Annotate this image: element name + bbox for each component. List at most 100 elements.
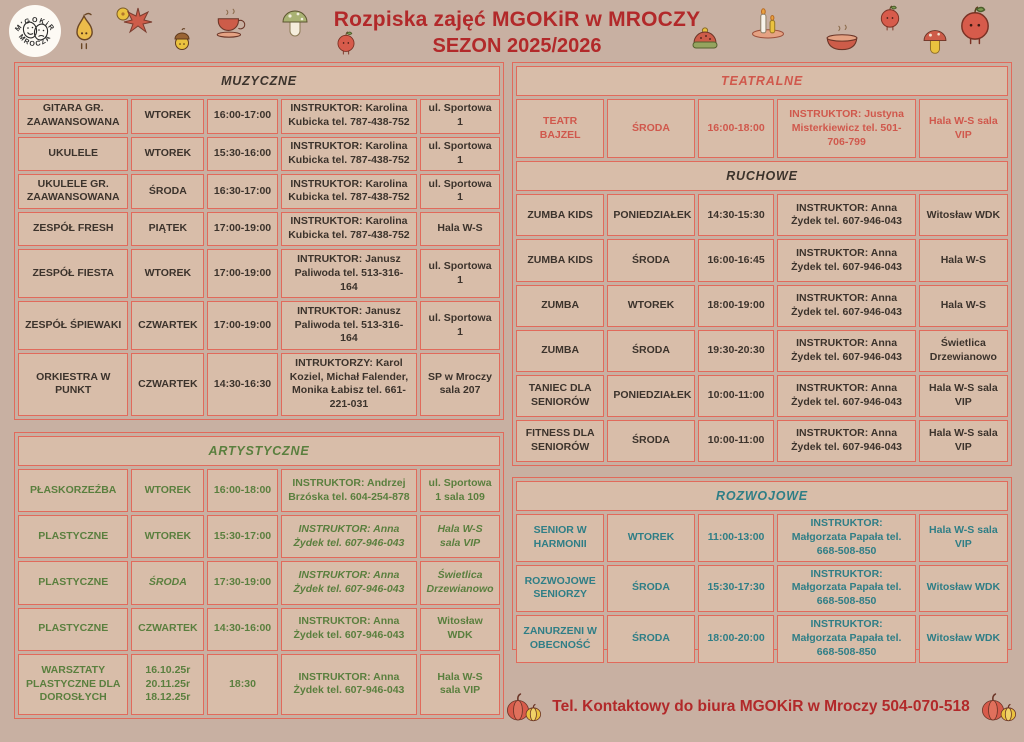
table-row: GITARA GR. ZAAWANSOWANA WTOREK 16:00-17:00… xyxy=(18,99,500,134)
instructor-cell: INSTRUKTOR: Anna Żydek tel. 607-946-043 xyxy=(777,239,916,282)
table-row: ROZWOJOWE SENIORZY ŚRODA 15:30-17:30 INSTRU… xyxy=(516,564,1008,613)
time-cell: 19:30-20:30 xyxy=(697,329,775,372)
day-cell: WTOREK xyxy=(131,136,205,172)
table-row: TANIEC DLA SENIORÓW PONIEDZIAŁEK 10:00-11:… xyxy=(516,374,1008,417)
day-cell: ŚRODA xyxy=(131,174,205,209)
location-cell: Hala W-S sala VIP xyxy=(918,374,1008,417)
mushroom-red-icon xyxy=(921,26,949,57)
time-cell: 18:00-19:00 xyxy=(697,284,775,327)
instructor-cell: INSTRUKTOR: Anna Żydek tel. 607-946-043 xyxy=(280,607,418,651)
location-cell: Hala W-S sala VIP xyxy=(420,653,500,715)
day-cell: 16.10.25r 20.11.25r 18.12.25r xyxy=(131,653,205,715)
activity-cell: ZUMBA KIDS xyxy=(516,239,605,282)
instructor-cell: INSTRUKTOR: Anna Żydek tel. 607-946-043 xyxy=(280,653,418,715)
section-header-teatralne: TEATRALNE xyxy=(516,66,1008,96)
pumpkins-icon xyxy=(505,688,542,726)
time-cell: 14:30-16:00 xyxy=(207,607,278,651)
location-cell: ul. Sportowa 1 xyxy=(420,249,500,299)
mushroom-icon xyxy=(280,6,310,40)
day-cell: WTOREK xyxy=(607,514,695,562)
day-cell: WTOREK xyxy=(607,284,695,327)
activity-cell: ZUMBA KIDS xyxy=(516,194,605,237)
activity-cell: ZESPÓŁ FRESH xyxy=(18,211,129,247)
location-cell: ul. Sportowa 1 xyxy=(420,99,500,134)
location-cell: ul. Sportowa 1 xyxy=(420,136,500,172)
instructor-cell: INSTRUKTOR: Anna Żydek tel. 607-946-043 xyxy=(777,419,916,462)
section-header-rozwojowe: ROZWOJOWE xyxy=(516,481,1008,511)
activity-cell: TANIEC DLA SENIORÓW xyxy=(516,374,605,417)
mgokir-mrocza-logo: M'GOKiR MROCZA xyxy=(9,5,61,57)
table-row: ZESPÓŁ ŚPIEWAKI CZWARTEK 17:00-19:00 INTRUK… xyxy=(18,301,500,350)
season-subtitle: SEZON 2025/2026 xyxy=(432,35,602,58)
pumpkins-icon xyxy=(980,688,1017,726)
muzyczne-table: MUZYCZNE GITARA GR. ZAAWANSOWANA WTOREK 16:… xyxy=(14,62,504,420)
section-header-muzyczne: MUZYCZNE xyxy=(18,66,500,96)
teatralne-ruchowe-table: TEATRALNE TEATR BAJZEL ŚRODA 16:00-18:00 INS… xyxy=(512,62,1012,466)
instructor-cell: INTRUKTOR: Janusz Paliwoda tel. 513-316-… xyxy=(280,249,418,299)
table-row: SENIOR W HARMONII WTOREK 11:00-13:00 INSTRU… xyxy=(516,514,1008,562)
time-cell: 16:00-18:00 xyxy=(207,469,278,513)
day-cell: CZWARTEK xyxy=(131,607,205,651)
activity-cell: PLASTYCZNE xyxy=(18,607,129,651)
location-cell: Świetlica Drzewianowo xyxy=(918,329,1008,372)
instructor-cell: INSTRUKTOR: Anna Żydek tel. 607-946-043 xyxy=(280,515,418,559)
activity-cell: ZUMBA xyxy=(516,284,605,327)
day-cell: CZWARTEK xyxy=(131,352,205,416)
activity-cell: ZUMBA xyxy=(516,329,605,372)
table-row: PŁASKORZEŹBA WTOREK 16:00-18:00 INSTRUKTOR:… xyxy=(18,469,500,513)
time-cell: 18:30 xyxy=(207,653,278,715)
time-cell: 15:30-17:30 xyxy=(697,564,775,613)
time-cell: 17:00-19:00 xyxy=(207,211,278,247)
instructor-cell: INSTRUKTOR: Karolina Kubicka tel. 787-43… xyxy=(280,99,418,134)
instructor-cell: INSTRUKTOR: Małgorzata Papała tel. 668-5… xyxy=(777,564,916,613)
instructor-cell: INSTRUKTOR: Anna Żydek tel. 607-946-043 xyxy=(777,284,916,327)
table-row: UKULELE WTOREK 15:30-16:00 INSTRUKTOR: Karo… xyxy=(18,136,500,172)
day-cell: ŚRODA xyxy=(607,564,695,613)
day-cell: PONIEDZIAŁEK xyxy=(607,194,695,237)
artystyczne-table: ARTYSTYCZNE PŁASKORZEŹBA WTOREK 16:00-18:00… xyxy=(14,432,504,719)
candles-icon xyxy=(747,6,789,39)
day-cell: ŚRODA xyxy=(607,419,695,462)
instructor-cell: INSTRUKTOR: Anna Żydek tel. 607-946-043 xyxy=(280,561,418,605)
activity-cell: ZESPÓŁ ŚPIEWAKI xyxy=(18,301,129,350)
table-row: ZUMBA KIDS PONIEDZIAŁEK 14:30-15:30 INSTRUK… xyxy=(516,194,1008,237)
location-cell: Świetlica Drzewianowo xyxy=(420,561,500,605)
day-cell: WTOREK xyxy=(131,469,205,513)
activity-cell: PŁASKORZEŹBA xyxy=(18,469,129,513)
instructor-cell: INSTRUKTOR: Małgorzata Papała tel. 668-5… xyxy=(777,514,916,562)
table-row: ZUMBA ŚRODA 19:30-20:30 INSTRUKTOR: Anna Ży… xyxy=(516,329,1008,372)
table-row: ZESPÓŁ FRESH PIĄTEK 17:00-19:00 INSTRUKTOR:… xyxy=(18,211,500,247)
autumn-leaf-icon xyxy=(114,5,156,38)
table-row: PLASTYCZNE CZWARTEK 14:30-16:00 INSTRUKTOR:… xyxy=(18,607,500,651)
activity-cell: UKULELE GR. ZAAWANSOWANA xyxy=(18,174,129,209)
activity-cell: TEATR BAJZEL xyxy=(516,99,605,159)
instructor-cell: INSTRUKTOR: Karolina Kubicka tel. 787-43… xyxy=(280,136,418,172)
time-cell: 10:00-11:00 xyxy=(697,419,775,462)
beanie-icon xyxy=(690,26,720,52)
time-cell: 16:00-17:00 xyxy=(207,99,278,134)
day-cell: WTOREK xyxy=(131,99,205,134)
time-cell: 15:30-17:00 xyxy=(207,515,278,559)
day-cell: ŚRODA xyxy=(607,615,695,663)
location-cell: Witosław WDK xyxy=(918,194,1008,237)
footer-contact-row: Tel. Kontaktowy do biura MGOKiR w Mroczy… xyxy=(505,678,1017,736)
pear-icon xyxy=(70,10,98,52)
location-cell: ul. Sportowa 1 xyxy=(420,174,500,209)
day-cell: PONIEDZIAŁEK xyxy=(607,374,695,417)
table-row: WARSZTATY PLASTYCZNE DLA DOROSŁYCH 16.10.… xyxy=(18,653,500,715)
location-cell: Hala W-S sala VIP xyxy=(918,99,1008,159)
rozwojowe-table: ROZWOJOWE SENIOR W HARMONII WTOREK 11:00-13… xyxy=(512,477,1012,663)
page-title-block: Rozpiska zajęć MGOKiR w MROCZY SEZON 202… xyxy=(292,7,742,58)
table-row: ZANURZENI W OBECNOŚĆ ŚRODA 18:00-20:00 INST… xyxy=(516,615,1008,663)
activity-cell: SENIOR W HARMONII xyxy=(516,514,605,562)
day-cell: WTOREK xyxy=(131,515,205,559)
apple-icon xyxy=(335,30,357,55)
table-row: PLASTYCZNE ŚRODA 17:30-19:00 INSTRUKTOR: An… xyxy=(18,561,500,605)
time-cell: 17:30-19:00 xyxy=(207,561,278,605)
time-cell: 16:30-17:00 xyxy=(207,174,278,209)
activity-cell: UKULELE xyxy=(18,136,129,172)
table-row: ZUMBA WTOREK 18:00-19:00 INSTRUKTOR: Anna Ż… xyxy=(516,284,1008,327)
acorn-icon xyxy=(170,28,194,54)
time-cell: 17:00-19:00 xyxy=(207,301,278,350)
